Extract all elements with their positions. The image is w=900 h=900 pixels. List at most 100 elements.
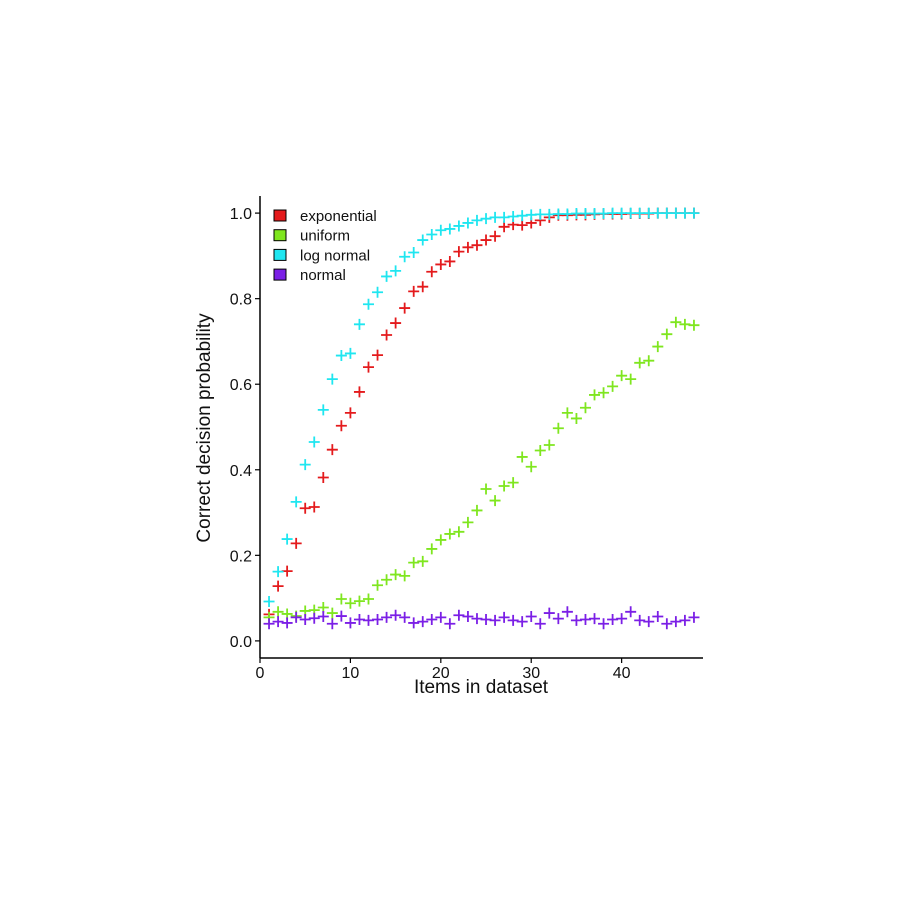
- data-point: [417, 616, 429, 628]
- x-tick-label: 10: [342, 665, 360, 682]
- legend: exponential uniform log normal normal: [273, 208, 377, 284]
- data-point: [516, 219, 528, 231]
- data-point: [498, 480, 510, 492]
- data-point: [408, 557, 420, 569]
- data-point: [679, 614, 691, 626]
- data-point: [299, 614, 311, 625]
- data-point: [317, 471, 329, 483]
- series-uniform: [263, 316, 700, 623]
- legend-label: log normal: [300, 247, 370, 264]
- data-point: [317, 611, 329, 623]
- data-point: [408, 617, 420, 629]
- data-point: [489, 230, 501, 242]
- data-point: [408, 246, 420, 258]
- x-tick-label: 30: [522, 665, 540, 682]
- data-point: [471, 214, 483, 226]
- data-point: [507, 477, 519, 489]
- data-point: [435, 534, 447, 546]
- data-point: [290, 496, 302, 508]
- data-point: [417, 555, 429, 567]
- data-point: [344, 597, 356, 609]
- data-point: [543, 607, 555, 619]
- data-point: [353, 318, 365, 330]
- data-point: [453, 246, 465, 258]
- data-point: [462, 516, 474, 528]
- data-point: [426, 229, 438, 240]
- data-point: [498, 221, 510, 233]
- data-point: [426, 543, 438, 555]
- data-point: [272, 566, 284, 578]
- data-point: [598, 618, 610, 630]
- data-points: [263, 207, 700, 630]
- data-point: [344, 407, 356, 419]
- data-point: [607, 380, 619, 392]
- data-point: [516, 616, 528, 628]
- data-point: [453, 609, 465, 621]
- data-point: [579, 402, 591, 414]
- legend-label: uniform: [300, 228, 350, 245]
- data-point: [570, 412, 582, 424]
- x-tick-label: 0: [256, 665, 265, 682]
- data-point: [561, 606, 573, 618]
- data-point: [616, 370, 628, 382]
- data-point: [462, 217, 474, 229]
- data-point: [372, 286, 384, 298]
- legend-item: log normal: [273, 247, 370, 264]
- x-tick-label: 20: [432, 665, 450, 682]
- data-point: [362, 593, 374, 605]
- y-tick-label: 0.8: [230, 292, 252, 309]
- data-point: [263, 596, 275, 608]
- legend-swatch: [273, 229, 287, 242]
- data-point: [326, 373, 338, 385]
- data-point: [480, 234, 492, 246]
- data-point: [435, 224, 447, 236]
- data-point: [480, 213, 492, 225]
- data-point: [335, 593, 347, 605]
- data-point: [326, 444, 338, 456]
- data-point: [299, 502, 311, 514]
- x-tick-label: 40: [613, 665, 631, 682]
- axes: [259, 196, 703, 659]
- data-point: [399, 302, 411, 314]
- data-point: [498, 611, 510, 623]
- data-point: [299, 459, 311, 471]
- data-point: [381, 329, 393, 341]
- data-point: [480, 483, 492, 495]
- data-point: [670, 616, 682, 628]
- data-point: [552, 422, 564, 434]
- data-point: [643, 355, 655, 367]
- data-point: [335, 610, 347, 622]
- data-point: [489, 495, 501, 507]
- data-point: [661, 618, 673, 630]
- data-point: [381, 611, 393, 623]
- data-point: [344, 347, 356, 359]
- data-point: [471, 239, 483, 251]
- y-tick-label: 0.6: [230, 377, 252, 394]
- legend-item: uniform: [273, 228, 350, 245]
- data-point: [435, 258, 447, 270]
- series-normal: [263, 606, 700, 630]
- tick-group: 0.0 0.2 0.4 0.6 0.8 1.0 0 10 20 30 40: [230, 206, 631, 682]
- data-point: [426, 614, 438, 625]
- data-point: [444, 255, 456, 267]
- data-point: [399, 570, 411, 582]
- data-point: [652, 611, 664, 623]
- data-point: [534, 618, 546, 630]
- data-point: [372, 579, 384, 591]
- data-point: [543, 439, 555, 451]
- data-point: [362, 298, 374, 310]
- data-point: [688, 319, 700, 331]
- data-point: [652, 341, 664, 353]
- data-point: [453, 220, 465, 232]
- data-point: [688, 611, 700, 623]
- y-tick-label: 0.0: [230, 634, 252, 651]
- data-point: [272, 616, 284, 628]
- data-point: [516, 451, 528, 463]
- data-point: [372, 614, 384, 625]
- data-point: [670, 316, 682, 328]
- data-point: [290, 537, 302, 549]
- data-point: [344, 617, 356, 629]
- data-point: [326, 618, 338, 630]
- data-point: [643, 616, 655, 628]
